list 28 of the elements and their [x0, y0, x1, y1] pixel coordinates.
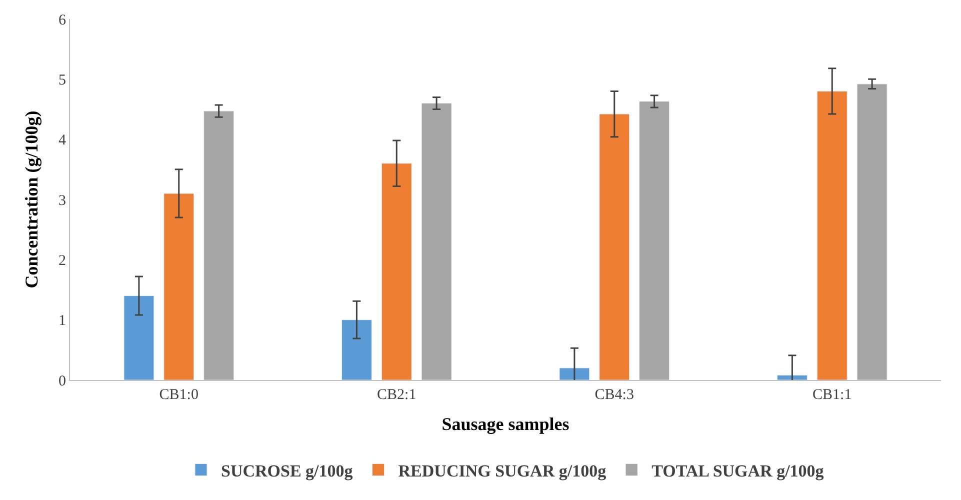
y-tick-label: 3 — [58, 192, 66, 209]
y-tick-label: 2 — [58, 252, 66, 269]
bar — [204, 110, 234, 380]
bar — [639, 101, 670, 380]
x-tick-label: CB4:3 — [594, 387, 634, 403]
legend-label: TOTAL SUGAR g/100g — [652, 461, 824, 480]
bar — [599, 114, 630, 380]
y-tick-label: 4 — [58, 132, 66, 149]
bar — [421, 102, 452, 380]
y-axis-title: Concentration (g/100g) — [22, 110, 42, 288]
y-tick-label: 0 — [58, 373, 66, 390]
bar — [381, 163, 412, 380]
y-tick-label: 6 — [58, 12, 66, 28]
bar — [164, 193, 194, 380]
bar — [341, 320, 372, 380]
bar — [559, 368, 590, 380]
bar — [776, 374, 808, 380]
x-tick-label: CB1:1 — [812, 387, 852, 403]
x-axis-title: Sausage samples — [442, 414, 570, 434]
y-tick-label: 1 — [58, 313, 66, 330]
legend-label: REDUCING SUGAR g/100g — [398, 461, 607, 480]
y-tick-label: 5 — [58, 72, 66, 88]
legend-label: SUCROSE g/100g — [221, 461, 354, 480]
bar — [816, 90, 848, 380]
x-tick-label: CB1:0 — [159, 387, 198, 403]
bar — [124, 296, 154, 380]
x-tick-label: CB2:1 — [377, 387, 416, 403]
bar — [856, 84, 888, 380]
